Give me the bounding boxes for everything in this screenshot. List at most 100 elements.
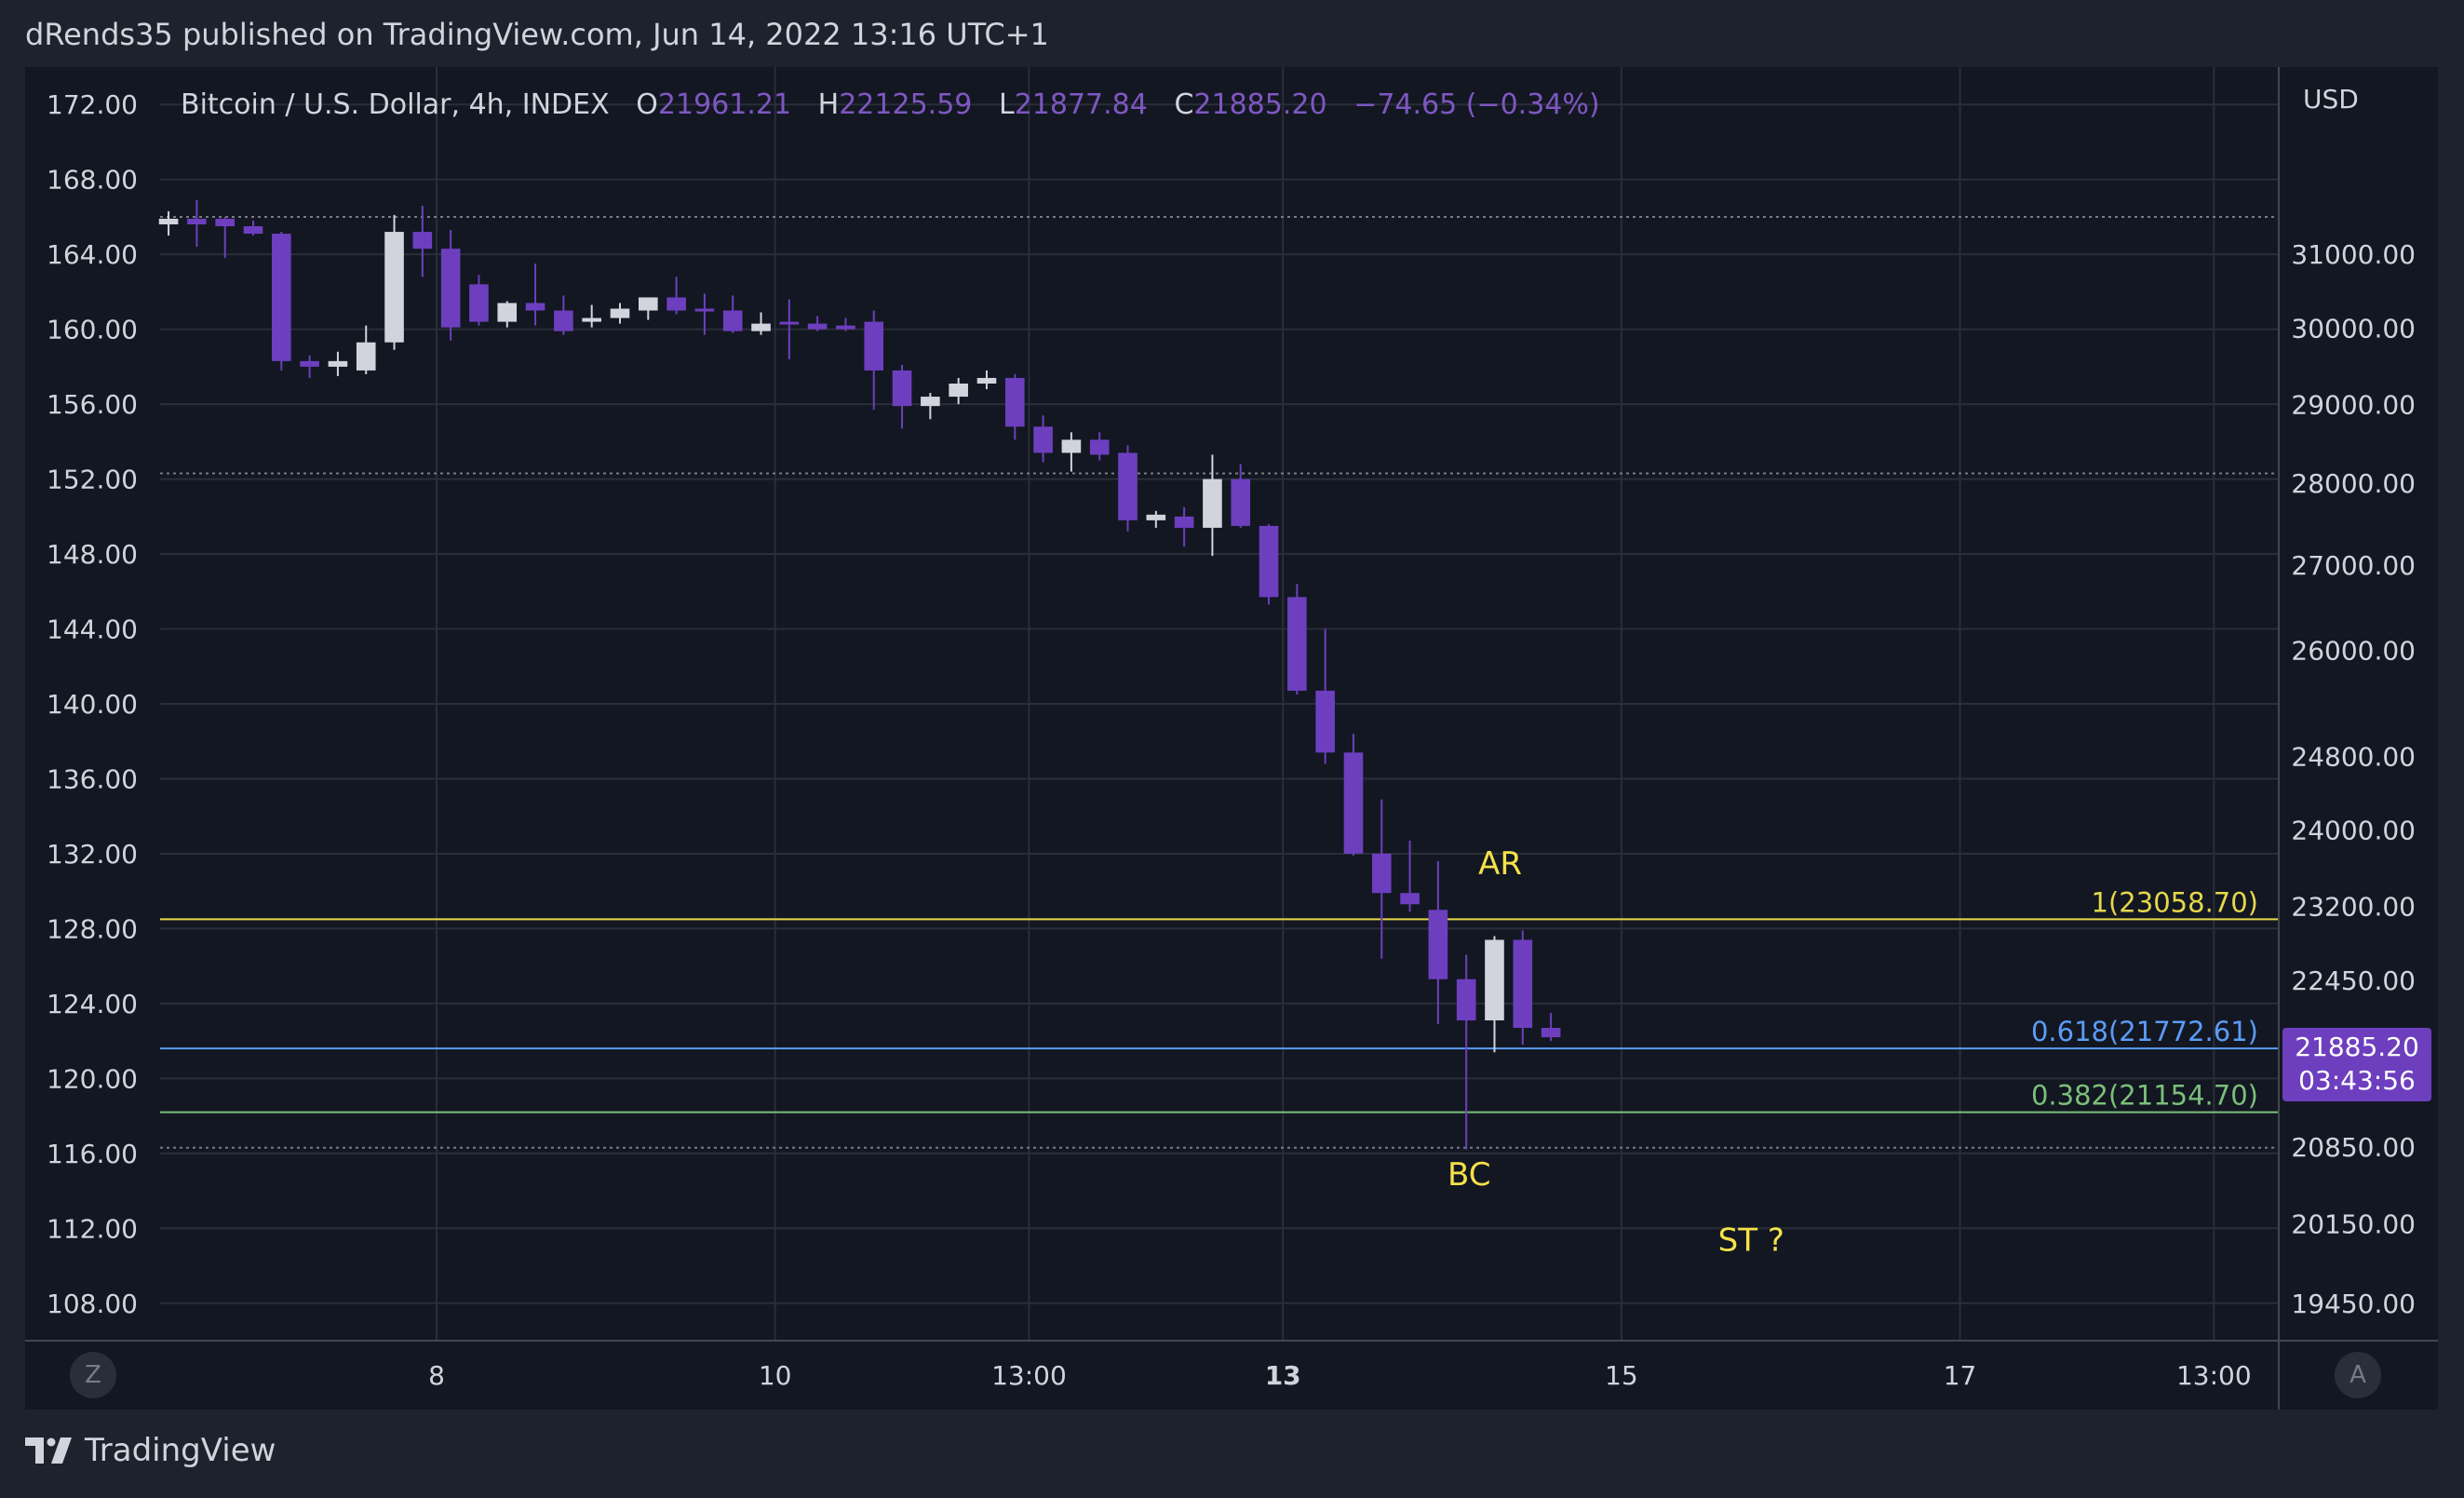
currency-label[interactable]: USD xyxy=(2303,84,2359,115)
publisher-header: dRends35 published on TradingView.com, J… xyxy=(25,17,1049,52)
candle-body xyxy=(1456,978,1476,1020)
candle-body xyxy=(1315,690,1335,753)
left-axis-tick: 112.00 xyxy=(47,1213,138,1244)
close-value: 21885.20 xyxy=(1193,88,1327,121)
candle-body xyxy=(328,360,348,367)
left-axis-tick: 128.00 xyxy=(47,913,138,944)
candle-body xyxy=(864,321,884,371)
left-axis-tick: 168.00 xyxy=(47,165,138,196)
candle-body xyxy=(582,317,601,322)
candle-body xyxy=(1541,1028,1561,1038)
open-label: O xyxy=(636,88,658,121)
candle-body xyxy=(1428,910,1448,979)
candle-body xyxy=(412,232,433,250)
fib-level-label: 0.618(21772.61) xyxy=(2031,1016,2258,1047)
candle-body xyxy=(921,397,940,407)
right-axis-tick: 20150.00 xyxy=(2291,1208,2416,1239)
candle-body xyxy=(525,303,545,311)
tradingview-logo-icon xyxy=(25,1437,72,1464)
right-axis-tick: 30000.00 xyxy=(2291,313,2416,344)
candle-body xyxy=(751,323,771,331)
candle-body xyxy=(187,218,207,224)
wyckoff-annotation: BC xyxy=(1447,1156,1490,1194)
candle-body xyxy=(722,310,743,331)
left-axis-tick: 172.00 xyxy=(47,89,138,120)
right-axis-tick: 28000.00 xyxy=(2291,468,2416,499)
candle-body xyxy=(440,249,461,328)
candle-body xyxy=(1146,514,1166,520)
left-axis-tick: 148.00 xyxy=(47,539,138,570)
candle-body xyxy=(469,284,489,322)
candle-body xyxy=(949,383,968,398)
x-axis-tick: 17 xyxy=(1944,1360,1977,1391)
left-axis-tick: 152.00 xyxy=(47,465,138,495)
low-value: 21877.84 xyxy=(1014,88,1148,121)
high-label: H xyxy=(817,88,840,121)
candle-body xyxy=(892,370,912,407)
x-axis-tick: 15 xyxy=(1605,1360,1638,1391)
change-value: −74.65 (−0.34%) xyxy=(1353,88,1600,121)
candle-body xyxy=(638,297,658,311)
left-axis-tick: 124.00 xyxy=(47,989,138,1019)
candle-body xyxy=(976,377,997,384)
candle-body xyxy=(1061,439,1082,453)
right-axis-tick: 20850.00 xyxy=(2291,1132,2416,1163)
x-axis-tick: 8 xyxy=(428,1360,445,1391)
current-price-value: 21885.20 xyxy=(2295,1032,2419,1062)
high-value: 22125.59 xyxy=(839,88,973,121)
candle-body xyxy=(1089,439,1110,455)
candle-body xyxy=(1400,893,1420,905)
right-axis-tick: 26000.00 xyxy=(2291,635,2416,666)
bar-countdown: 03:43:56 xyxy=(2298,1065,2416,1096)
wyckoff-annotation: ST ? xyxy=(1718,1221,1784,1259)
right-axis-tick: 24800.00 xyxy=(2291,741,2416,772)
candle-body xyxy=(243,226,263,235)
left-axis-tick: 120.00 xyxy=(47,1063,138,1094)
candle-body xyxy=(1004,377,1025,427)
tradingview-brand[interactable]: TradingView xyxy=(85,1432,276,1469)
candle-body xyxy=(836,325,855,330)
x-axis-tick: 13 xyxy=(1265,1360,1301,1391)
candle-body xyxy=(1174,516,1194,528)
candle-body xyxy=(1118,452,1138,520)
candle-body xyxy=(1203,479,1222,528)
candle-body xyxy=(1513,939,1533,1029)
footer: TradingView xyxy=(25,1432,276,1469)
candle-body xyxy=(384,232,404,343)
close-label: C xyxy=(1174,88,1194,121)
left-axis-tick: 156.00 xyxy=(47,389,138,420)
x-axis-tick: 13:00 xyxy=(991,1360,1067,1391)
left-axis-tick: 164.00 xyxy=(47,239,138,270)
candle-body xyxy=(694,308,715,312)
right-axis-tick: 27000.00 xyxy=(2291,550,2416,581)
left-axis-tick: 132.00 xyxy=(47,839,138,870)
low-label: L xyxy=(998,88,1015,121)
fib-level-label: 1(23058.70) xyxy=(2092,886,2258,918)
left-axis-tick: 116.00 xyxy=(47,1139,138,1169)
candle-body xyxy=(1343,752,1364,854)
candle-body xyxy=(215,218,236,226)
left-axis-tick: 160.00 xyxy=(47,315,138,345)
candle-body xyxy=(779,321,800,325)
fib-level-label: 0.382(21154.70) xyxy=(2031,1080,2258,1112)
candle-body xyxy=(807,323,828,330)
candle-body xyxy=(1371,853,1392,894)
left-axis-tick: 108.00 xyxy=(47,1289,138,1319)
left-axis-tick: 144.00 xyxy=(47,614,138,645)
candle-body xyxy=(1231,479,1251,526)
x-axis-tick: 13:00 xyxy=(2176,1360,2252,1391)
auto-scale-button[interactable]: A xyxy=(2335,1352,2381,1398)
right-axis-tick: 31000.00 xyxy=(2291,239,2416,270)
candle-body xyxy=(300,360,319,367)
candle-body xyxy=(497,303,518,322)
candle-body xyxy=(1287,597,1307,691)
zoom-reset-button[interactable]: Z xyxy=(70,1352,116,1398)
candle-body xyxy=(1259,525,1279,598)
right-axis-tick: 23200.00 xyxy=(2291,892,2416,923)
current-price-tag: 21885.20 03:43:56 xyxy=(2282,1028,2431,1101)
candle-body xyxy=(1033,426,1053,453)
symbol-label[interactable]: Bitcoin / U.S. Dollar, 4h, INDEX xyxy=(181,88,610,121)
ohlc-legend: Bitcoin / U.S. Dollar, 4h, INDEX O21961.… xyxy=(181,88,1600,121)
x-axis-tick: 10 xyxy=(759,1360,792,1391)
